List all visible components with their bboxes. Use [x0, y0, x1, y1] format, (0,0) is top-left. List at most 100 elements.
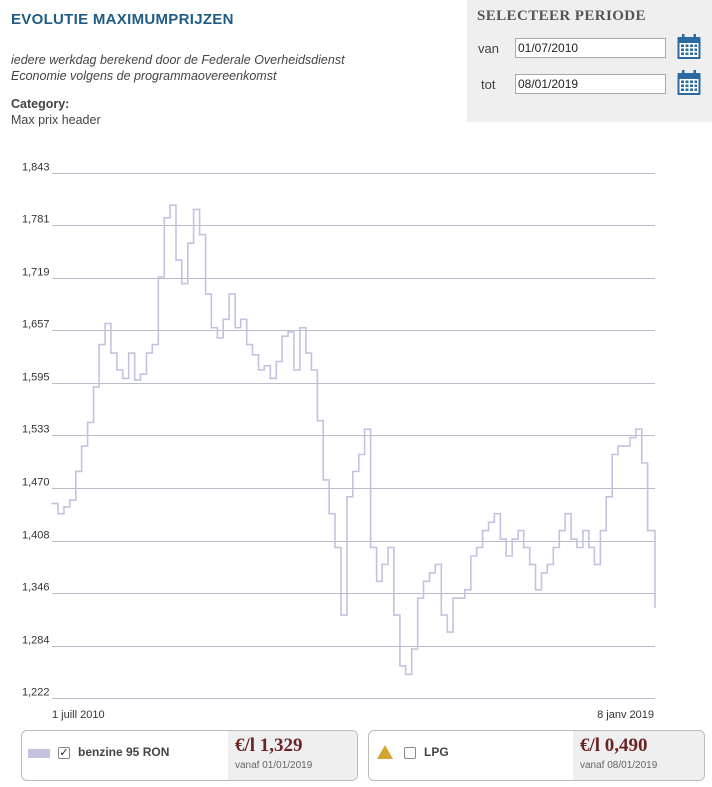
- data-point: [86, 421, 89, 424]
- data-point: [534, 589, 537, 591]
- data-point: [522, 546, 525, 549]
- data-point: [458, 597, 460, 599]
- data-point: [287, 331, 289, 333]
- data-point: [387, 546, 389, 549]
- data-point: [358, 453, 360, 456]
- data-point: [564, 512, 566, 515]
- data-point: [216, 337, 219, 339]
- data-point: [75, 470, 77, 473]
- legend-price-area: €/l 1,329 vanaf 01/01/2019: [228, 731, 357, 780]
- legend-price-date: vanaf 01/01/2019: [235, 760, 313, 771]
- data-point: [110, 352, 112, 354]
- data-point: [257, 369, 260, 371]
- data-point: [546, 563, 549, 566]
- data-point: [352, 470, 354, 473]
- data-point: [475, 546, 478, 549]
- data-point: [517, 529, 519, 532]
- data-point: [169, 204, 171, 206]
- legend-item-lpg[interactable]: LPG €/l 0,490 vanaf 08/01/2019: [368, 730, 705, 781]
- data-point: [127, 352, 130, 354]
- data-point: [234, 326, 236, 329]
- y-tick-label: 1,408: [22, 530, 50, 542]
- data-point: [434, 563, 437, 566]
- data-point: [635, 428, 637, 431]
- data-point: [92, 386, 95, 388]
- data-point: [487, 521, 490, 523]
- page-subtitle: iedere werkdag berekend door de Federale…: [11, 52, 431, 84]
- category-value: Max prix header: [11, 113, 101, 127]
- data-point: [381, 563, 383, 566]
- data-point: [222, 318, 224, 321]
- data-point: [552, 546, 555, 549]
- y-tick-label: 1,222: [22, 687, 50, 699]
- series-line-benzine-95: [52, 204, 656, 676]
- x-start-label: 1 juill 2010: [52, 709, 105, 721]
- data-point: [505, 555, 508, 557]
- data-point: [588, 546, 590, 549]
- period-panel: SELECTEER PERIODE van tot: [467, 0, 712, 122]
- category-label: Category:: [11, 97, 70, 111]
- data-point: [151, 343, 154, 346]
- data-point: [281, 335, 283, 337]
- data-point: [80, 445, 83, 447]
- series-layer: [51, 204, 656, 676]
- y-tick-label: 1,719: [22, 267, 50, 279]
- data-point: [334, 546, 336, 549]
- to-label: tot: [481, 77, 496, 92]
- data-point: [641, 462, 643, 464]
- data-point: [446, 631, 449, 633]
- lpg-checkbox[interactable]: [404, 747, 416, 759]
- triangle-icon: [377, 745, 393, 764]
- period-title: SELECTEER PERIODE: [477, 8, 646, 24]
- from-date-input[interactable]: [515, 38, 666, 58]
- data-point: [511, 538, 513, 540]
- data-point: [139, 373, 142, 375]
- data-point: [57, 512, 59, 515]
- subtitle-line-1: iedere werkdag berekend door de Federale…: [11, 53, 345, 67]
- legend-price: €/l 0,490: [580, 735, 648, 756]
- data-point: [210, 326, 213, 329]
- data-point: [410, 648, 413, 650]
- data-point: [440, 614, 443, 616]
- data-point: [605, 496, 607, 498]
- data-point: [576, 546, 578, 549]
- x-axis-labels: 1 juill 2010 8 janv 2019: [52, 709, 654, 721]
- data-point: [269, 377, 272, 380]
- benzine-checkbox[interactable]: ✓: [58, 747, 70, 759]
- data-point: [623, 445, 625, 447]
- data-point: [157, 276, 160, 278]
- data-point: [611, 453, 613, 456]
- data-point: [263, 365, 266, 367]
- data-point: [251, 354, 254, 356]
- y-tick-label: 1,470: [22, 477, 50, 489]
- grid-layer: [52, 173, 655, 699]
- data-point: [175, 259, 177, 261]
- data-point: [299, 326, 301, 329]
- y-tick-label: 1,595: [22, 372, 50, 384]
- data-point: [452, 597, 454, 599]
- data-point: [328, 512, 331, 515]
- calendar-icon[interactable]: [677, 70, 701, 96]
- data-point: [228, 293, 230, 295]
- data-point: [593, 563, 596, 566]
- to-date-input[interactable]: [515, 74, 666, 94]
- price-chart: 1,843 1,781 1,719 1,657 1,595 1,533 1,470 1,408…: [22, 162, 656, 721]
- data-point: [528, 563, 531, 566]
- data-point: [305, 352, 307, 354]
- calendar-icon[interactable]: [677, 34, 701, 60]
- data-point: [198, 233, 201, 236]
- data-point: [558, 529, 561, 532]
- data-point: [204, 293, 207, 295]
- data-point: [346, 496, 348, 498]
- data-point: [464, 589, 466, 591]
- legend-item-benzine[interactable]: ✓ benzine 95 RON €/l 1,329 vanaf 01/01/2…: [21, 730, 358, 781]
- data-point: [310, 369, 313, 371]
- data-point: [493, 512, 496, 515]
- y-tick-label: 1,346: [22, 582, 50, 594]
- data-point: [187, 242, 189, 244]
- data-point: [654, 606, 656, 609]
- data-point: [293, 369, 295, 371]
- data-point: [646, 529, 649, 532]
- data-point: [481, 529, 484, 532]
- data-point: [322, 479, 325, 481]
